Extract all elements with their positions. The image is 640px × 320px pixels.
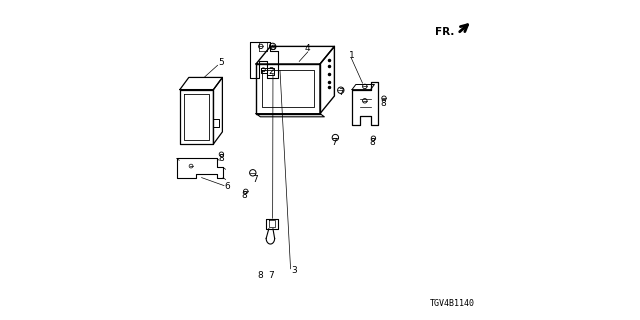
Text: 8: 8 [257, 271, 262, 280]
Text: 2: 2 [269, 67, 274, 76]
Text: 7: 7 [332, 138, 337, 147]
Text: FR.: FR. [435, 27, 454, 37]
Text: 8: 8 [381, 99, 386, 108]
Text: 8: 8 [219, 154, 224, 163]
Text: 1: 1 [349, 51, 354, 60]
Text: 8: 8 [369, 138, 374, 147]
Text: 4: 4 [305, 44, 310, 53]
Text: 8: 8 [242, 191, 247, 200]
Text: 7: 7 [268, 271, 274, 280]
Text: 6: 6 [225, 182, 230, 191]
Text: 5: 5 [218, 58, 223, 67]
Text: 7: 7 [252, 175, 258, 184]
Text: 3: 3 [292, 266, 297, 275]
Text: TGV4B1140: TGV4B1140 [430, 299, 475, 308]
Text: 7: 7 [338, 88, 344, 97]
